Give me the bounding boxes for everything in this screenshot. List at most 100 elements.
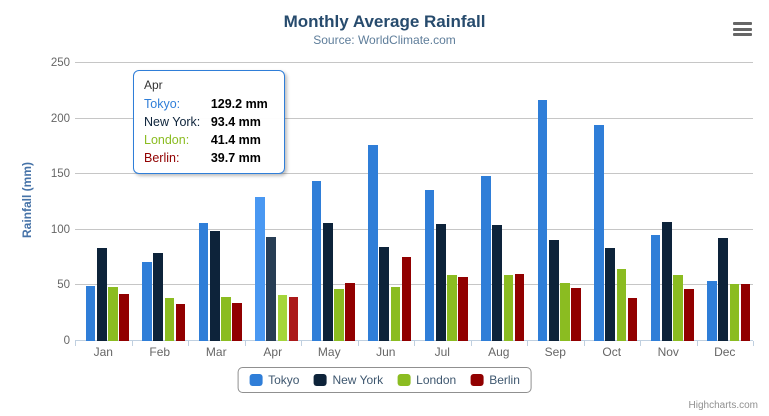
bar-group-aug (475, 63, 532, 341)
bar-new-york[interactable] (96, 248, 107, 341)
y-tick-label: 0 (63, 335, 70, 347)
bar-new-york[interactable] (153, 253, 163, 341)
legend-swatch-icon (249, 374, 263, 386)
x-category-label: Jan (93, 345, 113, 359)
legend-item-label: Tokyo (268, 373, 300, 387)
legend-swatch-icon (397, 374, 411, 386)
bar-group-jun (362, 63, 419, 341)
y-tick-label: 50 (57, 279, 70, 292)
tooltip-value: 129.2 mm (210, 96, 268, 111)
x-category-label: Apr (263, 345, 283, 359)
bar-london[interactable] (560, 282, 570, 341)
legend-item-new-york[interactable]: New York (313, 373, 383, 387)
bar-new-york[interactable] (322, 223, 333, 341)
bar-tokyo[interactable] (650, 234, 661, 341)
legend-item-label: Berlin (489, 373, 520, 387)
x-category-label: Mar (205, 345, 227, 359)
bar-berlin[interactable] (175, 304, 186, 341)
tooltip-value: 93.4 mm (210, 114, 261, 129)
bar-group-apr (249, 63, 306, 341)
plot-area (75, 62, 754, 346)
tooltip: Apr Tokyo: 129.2 mm New York: 93.4 mm London… (133, 70, 285, 174)
bar-group-nov (644, 63, 701, 341)
bar-london[interactable] (108, 286, 118, 341)
bar-tokyo[interactable] (85, 285, 96, 341)
bar-berlin[interactable] (119, 293, 129, 341)
bar-tokyo[interactable] (594, 125, 604, 341)
bar-new-york[interactable] (266, 237, 276, 341)
bar-berlin[interactable] (571, 288, 581, 341)
bar-tokyo[interactable] (198, 222, 209, 341)
legend-item-label: London (416, 373, 457, 387)
bar-tokyo[interactable] (368, 145, 378, 341)
bar-london[interactable] (221, 297, 231, 341)
bar-tokyo[interactable] (255, 197, 265, 341)
tooltip-series-label: London: (144, 132, 190, 147)
bar-group-may (305, 63, 362, 341)
y-tick-label: 200 (50, 112, 70, 125)
x-category-label: Jul (434, 345, 450, 359)
y-tick-label: 250 (50, 57, 70, 69)
x-category-label: Nov (657, 345, 679, 359)
credits-link[interactable]: Highcharts.com (688, 400, 758, 411)
chart-subtitle: Source: WorldClimate.com (313, 33, 456, 47)
bar-tokyo[interactable] (707, 280, 717, 341)
bar-berlin[interactable] (627, 297, 638, 341)
bar-berlin[interactable] (458, 277, 468, 341)
bar-london[interactable] (503, 274, 514, 341)
bar-london[interactable] (673, 275, 683, 341)
bar-london[interactable] (277, 294, 288, 341)
bar-berlin[interactable] (514, 273, 525, 341)
bar-group-jul (418, 63, 475, 341)
y-tick-label: 100 (50, 223, 70, 236)
legend-item-tokyo[interactable]: Tokyo (249, 373, 299, 387)
bar-new-york[interactable] (435, 224, 446, 341)
x-axis-tick (753, 341, 754, 346)
x-axis-tick (414, 341, 415, 346)
x-axis-tick (640, 341, 641, 346)
bar-london[interactable] (447, 275, 457, 341)
legend-swatch-icon (470, 374, 484, 386)
bar-london[interactable] (390, 287, 401, 341)
bar-london[interactable] (616, 268, 627, 341)
bar-new-york[interactable] (605, 248, 615, 341)
bar-new-york[interactable] (379, 247, 389, 341)
legend-item-london[interactable]: London (397, 373, 456, 387)
bar-new-york[interactable] (548, 239, 559, 341)
legend-item-berlin[interactable]: Berlin (470, 373, 520, 387)
tooltip-table: Tokyo: 129.2 mm New York: 93.4 mm London: 41.… (144, 95, 274, 167)
tooltip-row: Berlin: 39.7 mm (144, 149, 274, 167)
bar-berlin[interactable] (740, 284, 751, 341)
bar-tokyo[interactable] (424, 190, 435, 341)
export-menu-button[interactable] (731, 20, 755, 38)
hamburger-icon (733, 22, 753, 37)
bar-berlin[interactable] (345, 282, 355, 341)
x-axis-line (75, 340, 753, 341)
bar-tokyo[interactable] (142, 261, 152, 341)
bar-group-jan (79, 63, 136, 341)
legend-item-label: New York (332, 373, 384, 387)
bar-london[interactable] (729, 284, 740, 341)
bar-group-dec (701, 63, 758, 341)
tooltip-row: New York: 93.4 mm (144, 113, 274, 131)
bar-tokyo[interactable] (481, 175, 491, 341)
bar-berlin[interactable] (401, 257, 412, 341)
bar-berlin[interactable] (232, 302, 242, 341)
tooltip-row: Tokyo: 129.2 mm (144, 95, 274, 113)
bar-london[interactable] (164, 297, 175, 341)
bar-new-york[interactable] (492, 225, 502, 341)
bar-new-york[interactable] (209, 231, 220, 341)
x-axis-tick (583, 341, 585, 346)
bar-tokyo[interactable] (311, 180, 322, 341)
x-axis-tick (470, 341, 472, 346)
bar-berlin[interactable] (288, 296, 299, 341)
bar-berlin[interactable] (684, 288, 694, 341)
bar-london[interactable] (334, 288, 344, 341)
tooltip-value: 41.4 mm (210, 132, 261, 147)
gridline (75, 117, 753, 119)
x-category-label: Sep (544, 345, 566, 359)
x-axis-labels: Jan Feb Mar Apr May Jun Jul Aug Sep Oct Nov Dec (75, 345, 753, 359)
bar-tokyo[interactable] (537, 100, 548, 341)
bar-new-york[interactable] (718, 238, 728, 341)
bar-new-york[interactable] (661, 222, 672, 341)
